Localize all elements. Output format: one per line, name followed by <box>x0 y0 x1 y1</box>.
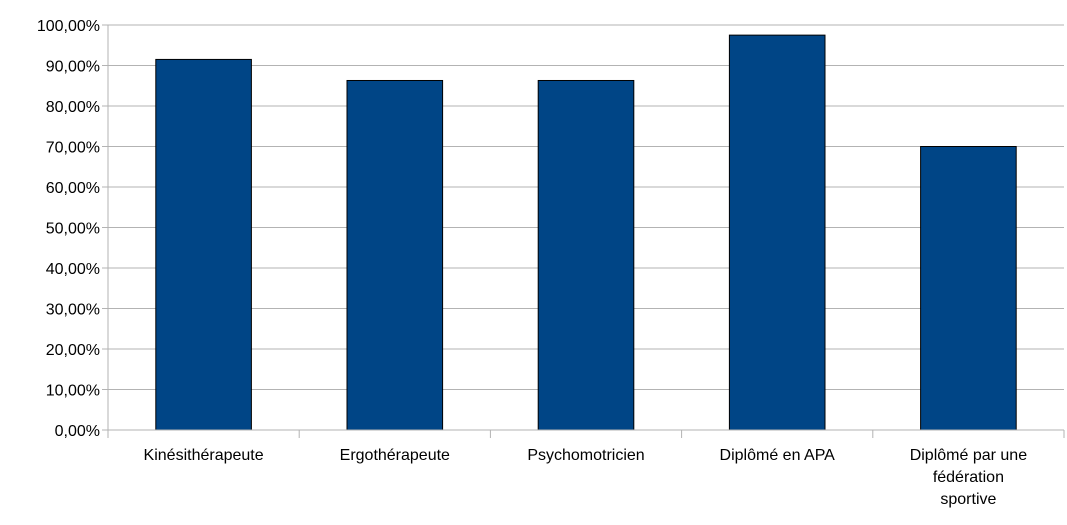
y-tick-label: 100,00% <box>37 18 100 35</box>
y-tick-label: 40,00% <box>46 261 100 278</box>
x-tick-label-line: Ergothérapeute <box>340 447 450 464</box>
x-tick-label: Diplômé par une fédération sportive <box>910 447 1028 508</box>
x-tick-label-line: Diplômé en APA <box>720 447 836 464</box>
x-tick-label: Diplômé en APA <box>720 447 836 464</box>
y-tick-label: 0,00% <box>55 423 100 440</box>
y-tick-label: 20,00% <box>46 342 100 359</box>
x-tick-label-line: Psychomotricien <box>527 447 644 464</box>
y-tick-label: 50,00% <box>46 221 100 238</box>
bars <box>155 34 1017 431</box>
bar <box>728 34 826 431</box>
x-tick-label-line: sportive <box>940 491 996 508</box>
x-tick-label-line: Diplômé par une <box>910 447 1028 464</box>
y-axis: 0,00% 10,00% 20,00% 30,00% 40,00% 50,00% 60,00… <box>37 18 109 440</box>
y-tick-label: 30,00% <box>46 302 100 319</box>
y-tick-label: 80,00% <box>46 99 100 116</box>
x-tick-label-line: Kinésithérapeute <box>144 447 264 464</box>
x-tick-label-line: fédération <box>933 469 1004 486</box>
y-tick-label: 10,00% <box>46 383 100 400</box>
x-axis: Kinésithérapeute Ergothérapeute Psychomotr… <box>107 429 1065 508</box>
x-tick-label: Kinésithérapeute <box>144 447 264 464</box>
x-tick-label: Psychomotricien <box>527 447 644 464</box>
bar <box>346 79 444 431</box>
y-tick-label: 60,00% <box>46 180 100 197</box>
bar <box>155 58 252 431</box>
x-tick-label: Ergothérapeute <box>340 447 450 464</box>
y-tick-label: 90,00% <box>46 59 100 76</box>
bar <box>537 79 635 431</box>
y-tick-label: 70,00% <box>46 140 100 157</box>
bar <box>920 146 1017 431</box>
